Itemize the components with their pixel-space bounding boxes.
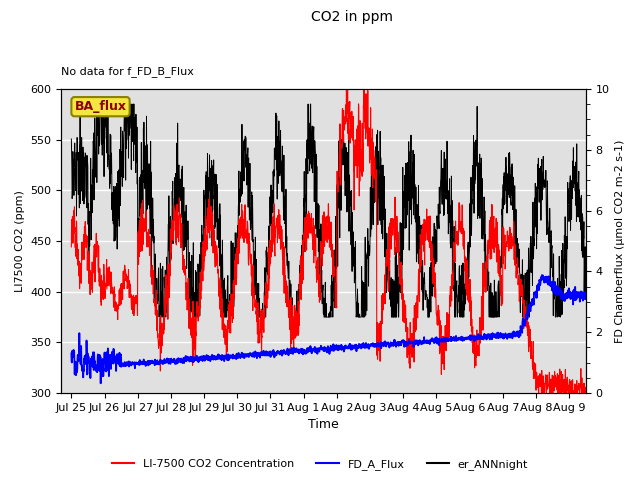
Text: BA_flux: BA_flux <box>74 100 127 113</box>
Legend: LI-7500 CO2 Concentration, FD_A_Flux, er_ANNnight: LI-7500 CO2 Concentration, FD_A_Flux, er… <box>108 455 532 474</box>
Text: No data for f_FD_B_Flux: No data for f_FD_B_Flux <box>61 66 195 77</box>
Y-axis label: FD Chamberflux (μmol CO2 m-2 s-1): FD Chamberflux (μmol CO2 m-2 s-1) <box>615 139 625 343</box>
Text: CO2 in ppm: CO2 in ppm <box>311 10 393 24</box>
Y-axis label: LI7500 CO2 (ppm): LI7500 CO2 (ppm) <box>15 190 25 292</box>
X-axis label: Time: Time <box>308 419 339 432</box>
